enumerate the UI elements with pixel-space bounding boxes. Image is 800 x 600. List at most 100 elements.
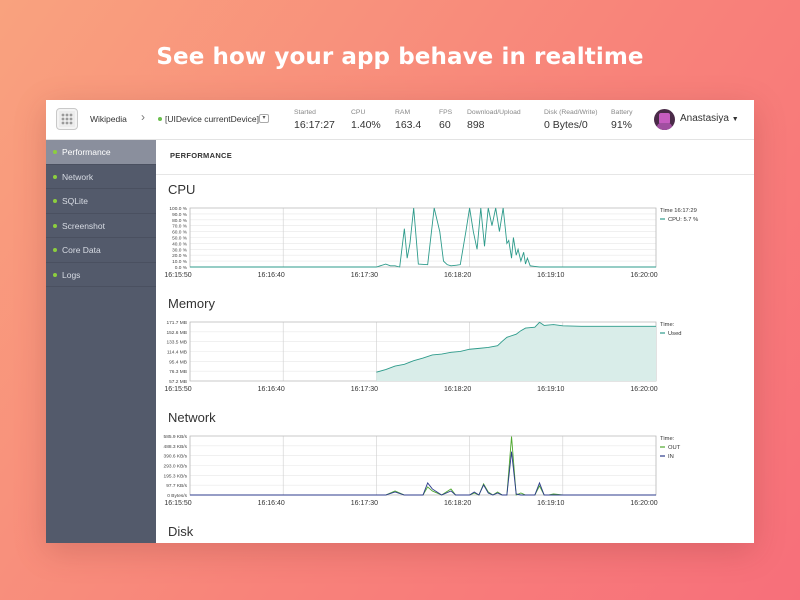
stat-disk: Disk (Read/Write) 0 Bytes/0 [544,109,598,131]
series-line [190,451,656,496]
headline: See how your app behave in realtime [156,44,644,70]
sidebar-item-screenshot[interactable]: Screenshot [46,214,156,238]
sidebar-item-logs[interactable]: Logs [46,263,156,287]
legend-label: OUT [668,445,681,451]
sidebar-item-performance[interactable]: Performance [46,140,156,165]
y-tick-label: 133.5 MB [166,340,187,346]
stat-value: 16:17:27 [294,119,335,131]
y-tick-label: 114.4 MB [167,350,187,356]
avatar-face [659,113,670,124]
y-tick-label: 195.3 KB/s [164,473,188,479]
x-tick-label: 16:18:20 [444,500,471,507]
page-title: PERFORMANCE [170,151,233,160]
section-title-memory: Memory [168,296,215,311]
y-tick-label: 0.0 % [175,265,188,271]
section-title-disk: Disk [168,524,194,539]
x-tick-label: 16:20:00 [630,500,657,507]
stat-value: 898 [467,119,485,131]
sidebar-item-label: Logs [62,269,81,280]
x-tick-label: 16:18:20 [444,386,471,393]
status-dot-icon [53,150,57,154]
y-tick-label: 171.7 MB [166,320,187,326]
x-tick-label: 16:18:20 [444,272,471,279]
y-tick-label: 50.0 % [172,236,188,242]
y-tick-label: 57.2 MB [169,379,187,385]
stat-value: 0 Bytes/0 [544,119,588,131]
stat-cpu: CPU 1.40% [351,109,381,131]
sidebar-item-core-data[interactable]: Core Data [46,238,156,263]
network-chart: 585.9 KB/s 488.3 KB/s 390.6 KB/s 293.0 KB/s… [164,434,681,507]
sidebar-item-label: Performance [62,147,111,157]
device-name[interactable]: [UIDevice currentDevice] [165,114,260,124]
caret-down-icon: ▼ [731,116,739,123]
x-tick-label: 16:15:50 [164,272,191,279]
x-tick-label: 16:19:10 [537,272,564,279]
app-icon[interactable] [56,108,78,130]
main-panel: PERFORMANCE CPU 100.0 % 90.0 % 80.0 % 70.0 … [156,140,754,543]
y-tick-label: 390.6 KB/s [164,454,188,460]
x-tick-label: 16:20:00 [630,386,657,393]
y-tick-label: 152.6 MB [166,330,187,336]
y-tick-label: 40.0 % [172,241,188,247]
device-status-dot [158,117,162,121]
stat-value: 60 [439,119,451,131]
top-bar: Wikipedia › [UIDevice currentDevice] ▾ S… [46,100,754,140]
x-tick-label: 16:17:30 [351,500,378,507]
y-tick-label: 76.3 MB [169,369,187,375]
y-tick-label: 488.3 KB/s [164,444,188,450]
divider [156,174,754,175]
stat-ram: RAM 163.4 [395,109,421,131]
series-line [190,207,656,268]
device-dropdown-button[interactable]: ▾ [259,114,269,123]
x-tick-label: 16:16:40 [258,272,285,279]
chart-frame [189,207,657,268]
x-tick-label: 16:17:30 [351,386,378,393]
sidebar-item-label: Core Data [62,245,101,255]
sidebar: Performance Network SQLite Screenshot Co… [46,140,156,543]
stat-label: FPS [439,109,453,116]
avatar[interactable] [654,109,675,130]
legend-title: Time: [660,436,675,442]
x-tick-label: 16:15:50 [164,500,191,507]
section-title-cpu: CPU [168,182,196,197]
memory-chart: 171.7 MB 152.6 MB 133.5 MB 114.4 MB 95.4 MB 7… [164,320,681,393]
y-tick-label: 30.0 % [172,247,188,253]
stat-label: CPU [351,109,366,116]
app-window: Wikipedia › [UIDevice currentDevice] ▾ S… [46,100,754,543]
sidebar-item-sqlite[interactable]: SQLite [46,189,156,214]
y-tick-label: 0 Bytes/s [167,493,187,499]
x-tick-label: 16:19:10 [537,500,564,507]
sidebar-item-label: Screenshot [62,220,105,231]
legend-title: Time 16:17:29 [660,208,697,214]
y-tick-label: 60.0 % [172,230,188,236]
sidebar-item-label: Network [62,171,94,182]
y-tick-label: 80.0 % [172,218,188,224]
x-tick-label: 16:15:50 [164,386,191,393]
y-tick-label: 10.0 % [172,259,188,265]
status-dot-icon [53,272,57,277]
stat-battery: Battery 91% [611,109,633,131]
y-tick-label: 100.0 % [169,206,187,212]
x-tick-label: 16:17:30 [351,272,378,279]
y-tick-label: 585.9 KB/s [164,434,188,440]
section-title-network: Network [168,410,216,425]
status-dot-icon [53,223,57,228]
stat-download-upload: Download/Upload 898 [467,109,521,131]
stat-label: Download/Upload [467,109,521,116]
stat-label: Started [294,109,316,116]
cpu-chart: 100.0 %90.0 %80.0 %70.0 %60.0 %50.0 %40.… [164,206,698,279]
x-tick-label: 16:16:40 [258,500,285,507]
y-tick-label: 90.0 % [172,212,188,218]
y-tick-label: 20.0 % [172,253,188,259]
stat-value: 163.4 [395,119,422,131]
x-tick-label: 16:20:00 [630,272,657,279]
stat-value: 91% [611,119,633,131]
stat-started: Started 16:17:27 [294,109,335,131]
legend-label: CPU: 5.7 % [668,217,698,223]
stat-label: Disk (Read/Write) [544,109,598,116]
app-name[interactable]: Wikipedia [90,114,127,124]
sidebar-item-network[interactable]: Network [46,165,156,189]
y-tick-label: 293.0 KB/s [164,464,188,470]
user-menu[interactable]: Anastasiya ▼ [680,113,739,124]
status-dot-icon [53,174,57,179]
